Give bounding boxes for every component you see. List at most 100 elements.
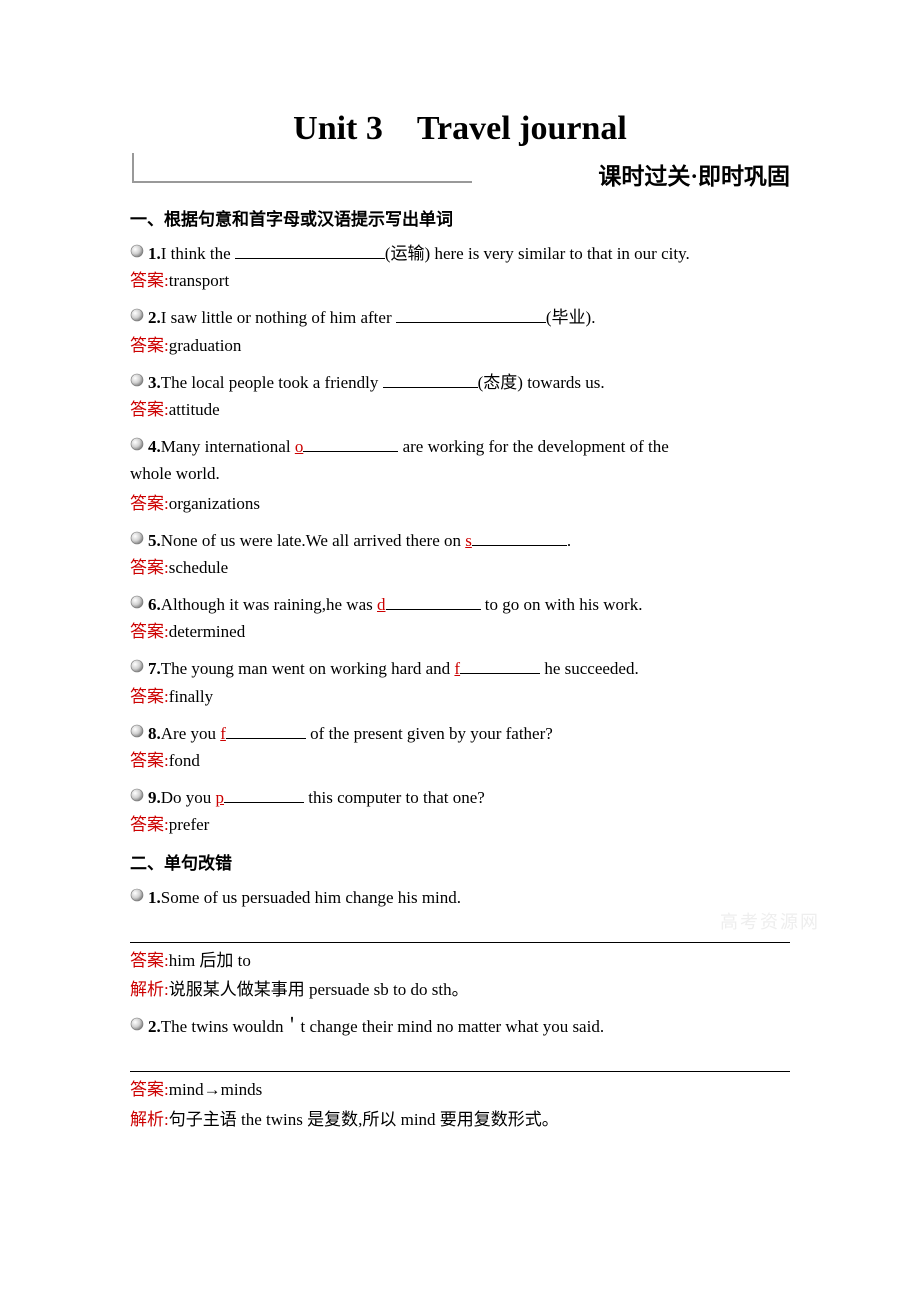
answer-text: mind→minds xyxy=(169,1080,263,1099)
question-line: 9.Do you p this computer to that one? xyxy=(130,784,790,811)
question-line: 2.The twins wouldn＇t change their mind n… xyxy=(130,1013,790,1040)
answer-label: 答案: xyxy=(130,1080,169,1099)
answer-text: him 后加 to xyxy=(169,951,251,970)
question-line: 6.Although it was raining,he was d to go… xyxy=(130,591,790,618)
question-line: 1.Some of us persuaded him change his mi… xyxy=(130,884,790,911)
question-number: 2. xyxy=(148,308,161,327)
answer-line: 答案:fond xyxy=(130,747,790,774)
question-line: 3.The local people took a friendly (态度) … xyxy=(130,369,790,396)
answer-text: determined xyxy=(169,622,245,641)
fill-blank[interactable] xyxy=(396,306,546,323)
hint-letter: o xyxy=(295,437,304,456)
bullet-icon xyxy=(130,373,144,387)
answer-text: prefer xyxy=(169,815,210,834)
answer-text: finally xyxy=(169,687,213,706)
answer-line: 答案:determined xyxy=(130,618,790,645)
answer-line: 答案:finally xyxy=(130,683,790,710)
answer-text: graduation xyxy=(169,336,242,355)
question-text: 6.Although it was raining,he was d to go… xyxy=(148,591,790,618)
question-item: 1.I think the (运输) here is very similar … xyxy=(130,240,790,294)
question-text: 1.Some of us persuaded him change his mi… xyxy=(148,884,790,911)
question-item: 3.The local people took a friendly (态度) … xyxy=(130,369,790,423)
fill-blank[interactable] xyxy=(224,786,304,803)
answer-line: 答案:transport xyxy=(130,267,790,294)
question-number: 2. xyxy=(148,1017,161,1036)
question-item: 4.Many international o are working for t… xyxy=(130,433,790,517)
answer-label: 答案: xyxy=(130,751,169,770)
question-number: 8. xyxy=(148,724,161,743)
question-line: 1.I think the (运输) here is very similar … xyxy=(130,240,790,267)
question-text: 4.Many international o are working for t… xyxy=(148,433,790,460)
explanation-label: 解析: xyxy=(130,1110,169,1129)
unit-title: Unit 3 Travel journal xyxy=(130,100,790,149)
question-item: 8.Are you f of the present given by your… xyxy=(130,720,790,774)
correction-item: 2.The twins wouldn＇t change their mind n… xyxy=(130,1013,790,1133)
subtitle-row: 课时过关·即时巩固 xyxy=(130,157,790,193)
question-continuation: whole world. xyxy=(130,460,790,487)
answer-label: 答案: xyxy=(130,558,169,577)
bullet-icon xyxy=(130,1017,144,1031)
fill-blank[interactable] xyxy=(386,593,481,610)
question-line: 8.Are you f of the present given by your… xyxy=(130,720,790,747)
bullet-icon xyxy=(130,659,144,673)
question-number: 4. xyxy=(148,437,161,456)
answer-label: 答案: xyxy=(130,815,169,834)
question-text: 2.I saw little or nothing of him after (… xyxy=(148,304,790,331)
question-text: 8.Are you f of the present given by your… xyxy=(148,720,790,747)
question-item: 5.None of us were late.We all arrived th… xyxy=(130,527,790,581)
section1-items: 1.I think the (运输) here is very similar … xyxy=(130,240,790,839)
bullet-icon xyxy=(130,724,144,738)
question-text: 9.Do you p this computer to that one? xyxy=(148,784,790,811)
answer-line: 答案:attitude xyxy=(130,396,790,423)
answer-label: 答案: xyxy=(130,494,169,513)
section2-heading: 二、单句改错 xyxy=(130,849,790,874)
subtitle-text: 课时过关·即时巩固 xyxy=(598,157,790,191)
question-item: 2.I saw little or nothing of him after (… xyxy=(130,304,790,358)
fill-blank[interactable] xyxy=(460,657,540,674)
question-text: 5.None of us were late.We all arrived th… xyxy=(148,527,790,554)
fill-blank[interactable] xyxy=(472,529,567,546)
question-line: 7.The young man went on working hard and… xyxy=(130,655,790,682)
question-number: 3. xyxy=(148,373,161,392)
fill-blank[interactable] xyxy=(303,435,398,452)
question-item: 9.Do you p this computer to that one?答案:… xyxy=(130,784,790,838)
question-line: 2.I saw little or nothing of him after (… xyxy=(130,304,790,331)
question-text: 1.I think the (运输) here is very similar … xyxy=(148,240,790,267)
section1-heading: 一、根据句意和首字母或汉语提示写出单词 xyxy=(130,205,790,230)
question-number: 1. xyxy=(148,244,161,263)
question-text: 7.The young man went on working hard and… xyxy=(148,655,790,682)
bullet-icon xyxy=(130,437,144,451)
fill-blank[interactable] xyxy=(235,242,385,259)
bullet-icon xyxy=(130,788,144,802)
bullet-icon xyxy=(130,531,144,545)
answer-text: fond xyxy=(169,751,200,770)
answer-text: transport xyxy=(169,271,229,290)
fill-blank[interactable] xyxy=(383,371,478,388)
question-number: 6. xyxy=(148,595,161,614)
answer-label: 答案: xyxy=(130,400,169,419)
question-number: 5. xyxy=(148,531,161,550)
answer-line: 答案:schedule xyxy=(130,554,790,581)
question-item: 7.The young man went on working hard and… xyxy=(130,655,790,709)
explanation-label: 解析: xyxy=(130,980,169,999)
explanation-line: 解析:说服某人做某事用 persuade sb to do sth。 xyxy=(130,976,790,1003)
bullet-icon xyxy=(130,244,144,258)
bullet-icon xyxy=(130,308,144,322)
section2-items: 1.Some of us persuaded him change his mi… xyxy=(130,884,790,1133)
answer-label: 答案: xyxy=(130,687,169,706)
answer-text: attitude xyxy=(169,400,220,419)
answer-blank-line[interactable] xyxy=(130,921,790,943)
question-text: 2.The twins wouldn＇t change their mind n… xyxy=(148,1013,790,1040)
subtitle-bracket xyxy=(132,153,472,183)
answer-label: 答案: xyxy=(130,336,169,355)
answer-blank-line[interactable] xyxy=(130,1050,790,1072)
question-line: 4.Many international o are working for t… xyxy=(130,433,790,460)
explanation-line: 解析:句子主语 the twins 是复数,所以 mind 要用复数形式。 xyxy=(130,1106,790,1133)
question-number: 1. xyxy=(148,888,161,907)
answer-line: 答案:organizations xyxy=(130,490,790,517)
question-number: 7. xyxy=(148,659,161,678)
answer-line: 答案:prefer xyxy=(130,811,790,838)
fill-blank[interactable] xyxy=(226,722,306,739)
bullet-icon xyxy=(130,595,144,609)
question-line: 5.None of us were late.We all arrived th… xyxy=(130,527,790,554)
